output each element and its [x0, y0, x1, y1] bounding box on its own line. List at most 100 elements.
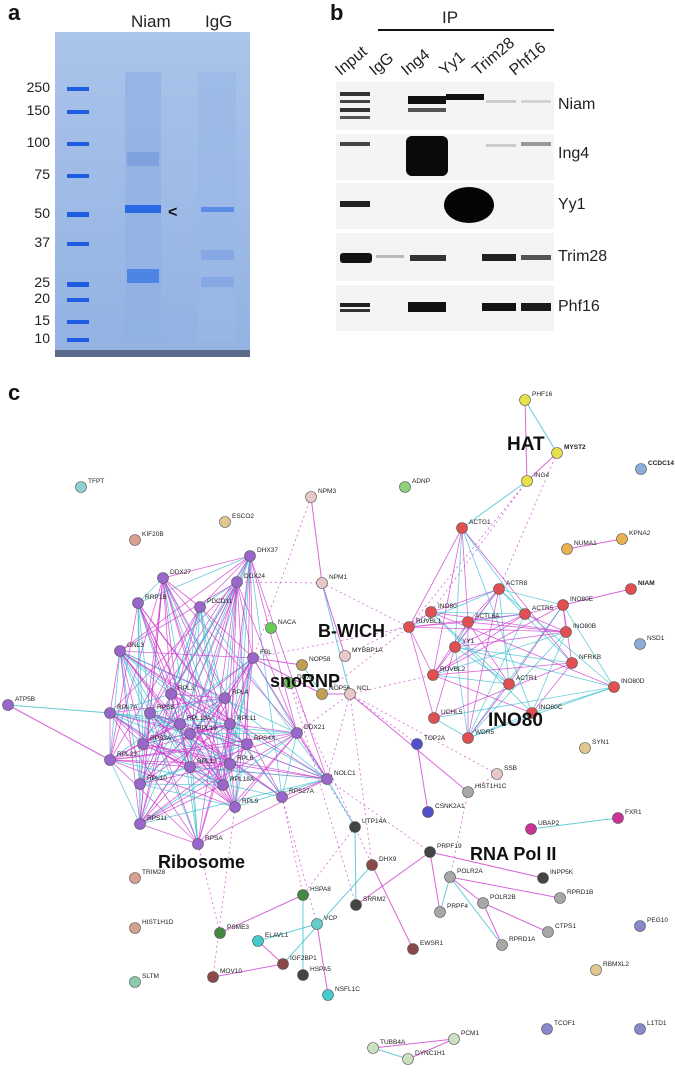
interaction-edge	[326, 778, 356, 828]
network-node: DHX37	[244, 547, 278, 562]
node-circle	[634, 920, 646, 932]
node-circle	[608, 681, 620, 693]
node-label: FXR1	[625, 809, 642, 816]
interaction-edge-dotted	[281, 796, 304, 896]
interaction-edge-dotted	[296, 693, 351, 734]
node-circle	[422, 806, 434, 818]
interaction-edge	[109, 602, 139, 761]
network-node: NOLC1	[321, 770, 356, 785]
interaction-edge-dotted	[349, 674, 434, 695]
node-label: PRPF4	[447, 903, 468, 910]
node-label: EWSR1	[420, 940, 444, 947]
ip-label: IP	[442, 8, 459, 27]
interaction-edge	[461, 480, 528, 529]
network-node: PCM1	[448, 1030, 479, 1045]
interaction-edge	[562, 588, 632, 606]
network-node: SLTM	[129, 973, 159, 988]
interaction-edge	[416, 743, 429, 813]
node-label: RPL7A	[117, 704, 138, 711]
node-circle	[462, 786, 474, 798]
node-label: NSFL1C	[335, 986, 360, 993]
node-label: HSPA8	[310, 886, 331, 893]
interaction-edge	[236, 581, 248, 745]
node-label: RPL3	[178, 685, 195, 692]
node-circle	[184, 761, 196, 773]
node-circle	[407, 943, 419, 955]
node-circle	[493, 583, 505, 595]
node-circle	[557, 599, 569, 611]
interaction-edge	[149, 712, 191, 735]
network-node: ACTR8	[493, 580, 528, 595]
interaction-edge	[407, 1038, 455, 1060]
network-node: YY1	[449, 638, 475, 653]
interaction-edge	[109, 743, 248, 761]
group-label-ino80: INO80	[488, 710, 543, 731]
interaction-edge	[467, 686, 615, 739]
blot-label-phf16: Phf16	[558, 298, 600, 315]
interaction-edge	[321, 582, 351, 695]
node-label: RPL10	[147, 775, 167, 782]
network-node: ING4	[521, 472, 550, 487]
network-node: RPL19	[184, 725, 217, 740]
interaction-edge	[199, 606, 254, 659]
node-label: RPL19	[197, 725, 217, 732]
interaction-edge	[179, 723, 199, 845]
node-label: HIST1H1C	[475, 783, 507, 790]
interaction-edge	[524, 604, 564, 615]
node-circle	[448, 1033, 460, 1045]
mw-marker: 50	[34, 205, 50, 221]
node-label: RPS8	[157, 704, 174, 711]
node-circle	[104, 754, 116, 766]
mw-marker: 10	[34, 330, 50, 346]
node-label: NCL	[357, 685, 370, 692]
network-node: UCHL5	[428, 709, 463, 724]
interaction-edge	[139, 783, 236, 808]
group-label-snornp: snoRNP	[270, 671, 340, 691]
node-label: ESCO2	[232, 513, 254, 520]
interaction-edge	[429, 851, 441, 913]
node-circle	[129, 872, 141, 884]
network-node: PEG10	[634, 917, 668, 932]
network-node: INO80E	[557, 596, 594, 611]
interaction-edge	[249, 555, 298, 734]
interaction-edge	[432, 674, 533, 714]
node-label: DDX24	[244, 573, 265, 580]
interaction-edge	[139, 766, 191, 785]
interaction-edge	[109, 723, 231, 761]
node-label: YY1	[462, 638, 475, 645]
node-circle	[214, 927, 226, 939]
node-label: NOP58	[309, 656, 331, 663]
interaction-edge	[461, 527, 526, 615]
node-label: INO80	[438, 603, 457, 610]
node-label: VCP	[324, 915, 337, 922]
interaction-edge-dotted	[289, 682, 357, 906]
group-label-ribosome: Ribosome	[158, 852, 245, 872]
network-node: TOP2A	[411, 735, 446, 750]
node-circle	[491, 768, 503, 780]
network-node: ESCO2	[219, 513, 254, 528]
network-node: RUVBL1	[403, 618, 442, 633]
node-circle	[321, 773, 333, 785]
interaction-edge	[170, 693, 248, 745]
interaction-edge	[149, 712, 248, 745]
node-circle	[425, 606, 437, 618]
interaction-edge	[236, 581, 298, 734]
blot-label-yy1: Yy1	[558, 196, 586, 213]
node-circle	[616, 533, 628, 545]
node-circle	[297, 969, 309, 981]
interaction-edge	[109, 712, 231, 725]
network-node: RPL13A	[174, 715, 212, 730]
network-node: MYST2	[551, 444, 586, 459]
interaction-edge	[349, 693, 469, 793]
interaction-edge	[454, 613, 526, 648]
interaction-edge	[142, 733, 191, 745]
network-node: INO80	[425, 603, 457, 618]
node-circle	[349, 821, 361, 833]
node-label: RPL6	[237, 755, 254, 762]
mw-marker: 75	[34, 166, 50, 182]
network-node: KIF20B	[129, 531, 164, 546]
node-circle	[590, 964, 602, 976]
network-node: RPS11	[134, 815, 167, 830]
node-circle	[132, 597, 144, 609]
